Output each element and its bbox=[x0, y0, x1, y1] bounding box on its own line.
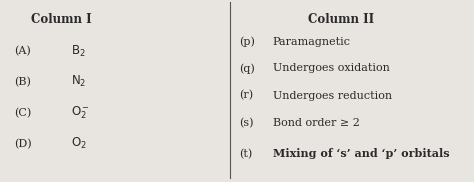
Text: Paramagnetic: Paramagnetic bbox=[273, 37, 351, 47]
Text: $\mathrm{N_2}$: $\mathrm{N_2}$ bbox=[71, 74, 86, 89]
Text: (r): (r) bbox=[239, 90, 254, 101]
Text: $\mathrm{O_2}$: $\mathrm{O_2}$ bbox=[71, 136, 87, 151]
Text: (B): (B) bbox=[14, 77, 31, 87]
Text: $\mathrm{B_2}$: $\mathrm{B_2}$ bbox=[71, 43, 86, 58]
Text: Mixing of ‘s’ and ‘p’ orbitals: Mixing of ‘s’ and ‘p’ orbitals bbox=[273, 148, 449, 159]
Text: (A): (A) bbox=[14, 46, 31, 56]
Text: (C): (C) bbox=[14, 108, 31, 118]
Text: (t): (t) bbox=[239, 149, 253, 159]
Text: (p): (p) bbox=[239, 37, 255, 47]
Text: Column II: Column II bbox=[308, 13, 374, 26]
Text: Bond order ≥ 2: Bond order ≥ 2 bbox=[273, 118, 359, 128]
Text: Undergoes oxidation: Undergoes oxidation bbox=[273, 63, 390, 73]
Text: (q): (q) bbox=[239, 63, 255, 74]
Text: (D): (D) bbox=[14, 139, 32, 149]
Text: (s): (s) bbox=[239, 118, 254, 128]
Text: $\mathrm{O_2^-}$: $\mathrm{O_2^-}$ bbox=[71, 105, 90, 121]
Text: Undergoes reduction: Undergoes reduction bbox=[273, 91, 392, 100]
Text: Column I: Column I bbox=[31, 13, 92, 26]
